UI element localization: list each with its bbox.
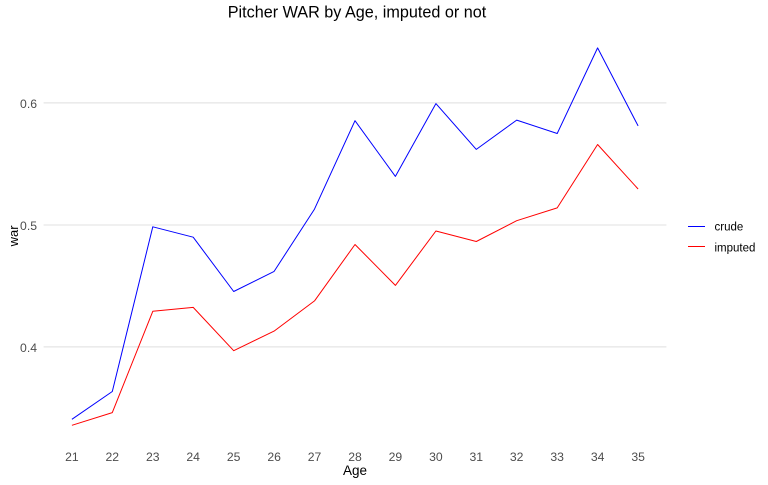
svg-text:23: 23 bbox=[146, 450, 160, 464]
svg-text:26: 26 bbox=[267, 450, 281, 464]
svg-text:crude: crude bbox=[715, 222, 744, 234]
svg-text:0.5: 0.5 bbox=[20, 219, 37, 233]
svg-text:war: war bbox=[6, 225, 21, 248]
svg-text:imputed: imputed bbox=[715, 243, 756, 255]
svg-text:33: 33 bbox=[550, 450, 564, 464]
svg-text:0.6: 0.6 bbox=[20, 97, 37, 111]
svg-text:Pitcher WAR by Age, imputed or: Pitcher WAR by Age, imputed or not bbox=[228, 4, 487, 22]
svg-text:30: 30 bbox=[429, 450, 443, 464]
svg-text:32: 32 bbox=[510, 450, 524, 464]
svg-text:Age: Age bbox=[343, 463, 367, 478]
svg-text:25: 25 bbox=[227, 450, 241, 464]
svg-text:22: 22 bbox=[106, 450, 120, 464]
svg-text:34: 34 bbox=[591, 450, 605, 464]
svg-text:35: 35 bbox=[631, 450, 645, 464]
svg-text:28: 28 bbox=[348, 450, 362, 464]
svg-text:29: 29 bbox=[389, 450, 403, 464]
svg-text:0.4: 0.4 bbox=[20, 341, 37, 355]
svg-text:24: 24 bbox=[186, 450, 200, 464]
svg-text:21: 21 bbox=[65, 450, 79, 464]
svg-text:31: 31 bbox=[470, 450, 484, 464]
svg-text:27: 27 bbox=[308, 450, 322, 464]
